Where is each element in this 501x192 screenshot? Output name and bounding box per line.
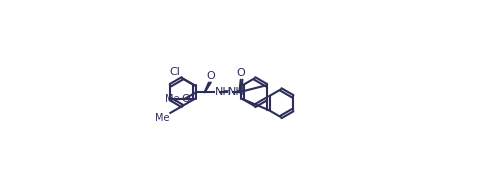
Text: O: O	[236, 68, 244, 78]
Text: Cl: Cl	[169, 67, 180, 77]
Text: Me: Me	[155, 113, 169, 123]
Text: NH: NH	[228, 87, 244, 97]
Text: O: O	[206, 71, 215, 81]
Text: Me: Me	[165, 94, 179, 104]
Text: NH: NH	[215, 87, 232, 97]
Text: O: O	[181, 94, 190, 104]
